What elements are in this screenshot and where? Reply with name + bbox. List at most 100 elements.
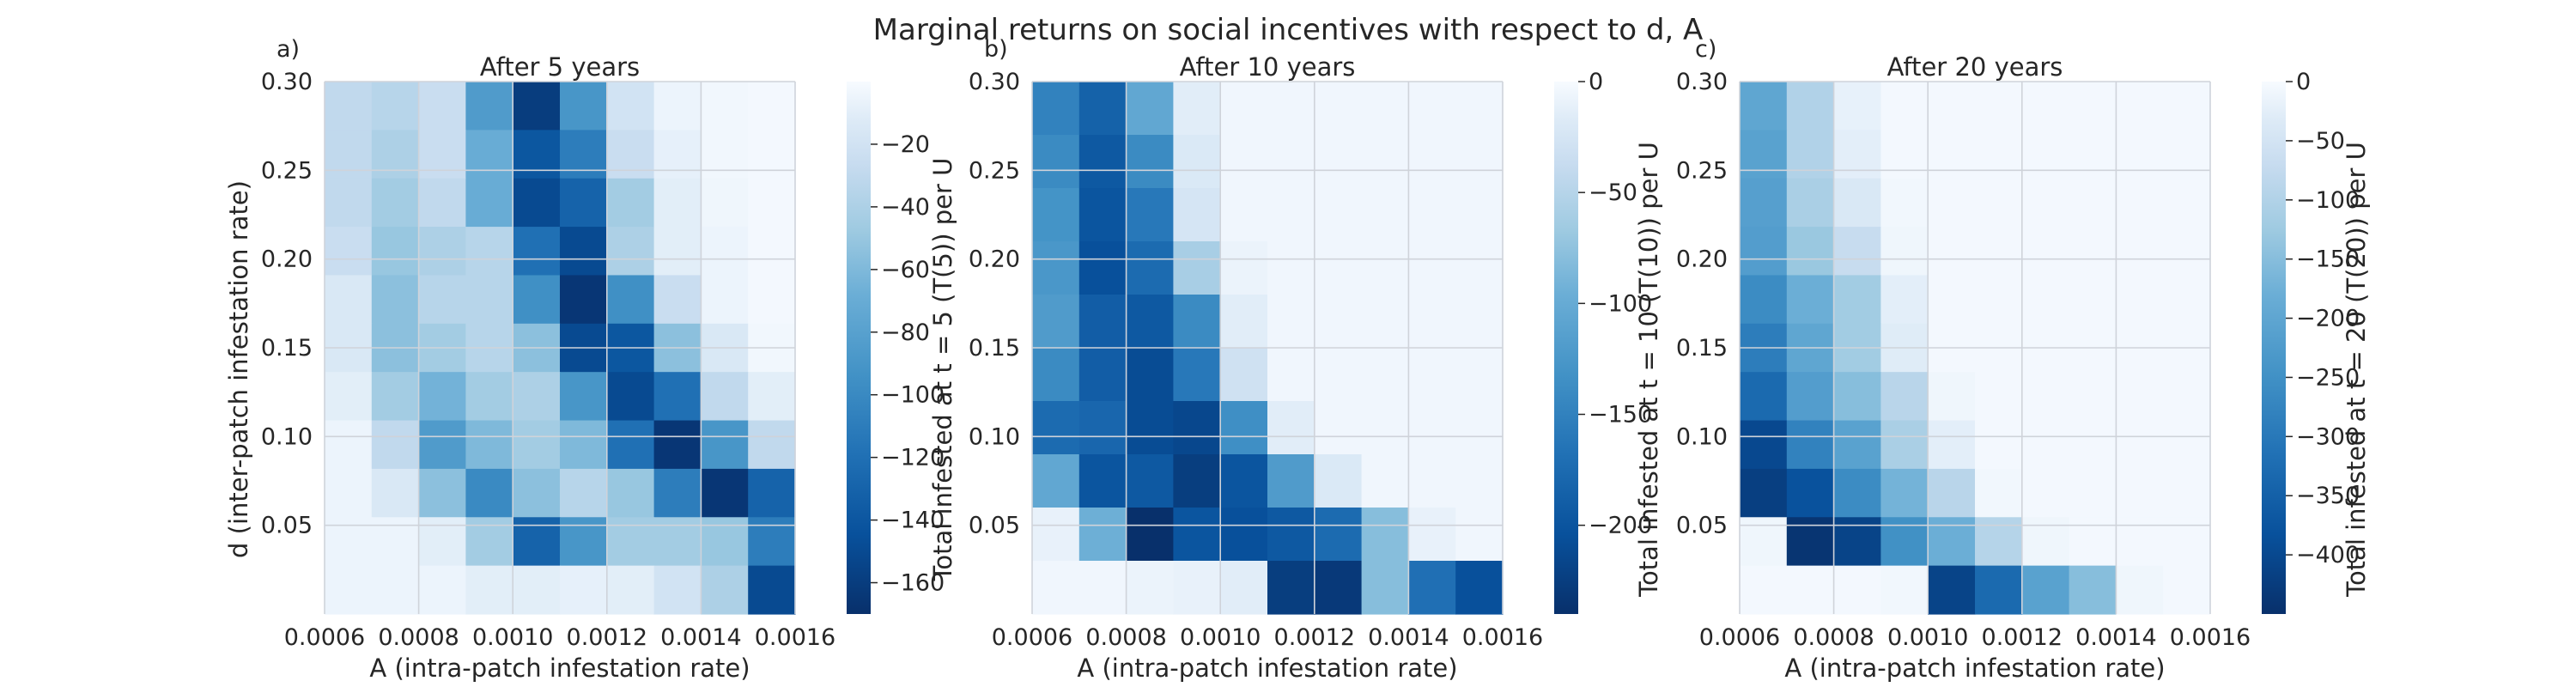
heatmap-cell — [701, 178, 749, 228]
heatmap-cell — [1078, 241, 1127, 295]
panel-b-x-axis-label: A (intra-patch infestation rate) — [1077, 654, 1457, 683]
heatmap-cell — [2116, 517, 2164, 567]
y-tick-label: 0.30 — [1676, 69, 1728, 95]
heatmap-cell — [748, 517, 796, 567]
heatmap-cell — [1833, 227, 1881, 277]
panel-c-colorbar: 0 −50 −100 −150 −200 −250 −300 −350 −400 — [2262, 69, 2360, 614]
heatmap-cell — [418, 517, 466, 567]
heatmap-cell — [1880, 82, 1929, 131]
heatmap-cell — [701, 468, 749, 518]
heatmap-cell — [1408, 241, 1456, 295]
heatmap-cell — [513, 565, 561, 615]
heatmap-cell — [513, 227, 561, 277]
heatmap-cell — [560, 82, 608, 131]
heatmap-cell — [653, 178, 702, 228]
heatmap-cell — [1267, 401, 1315, 455]
panel-a-label: a) — [276, 36, 300, 63]
heatmap-cell — [1408, 295, 1456, 349]
y-tick-label: 0.25 — [261, 157, 313, 184]
heatmap-cell — [653, 130, 702, 179]
heatmap-cell — [653, 372, 702, 422]
heatmap-cell — [748, 420, 796, 470]
x-tick-label: 0.0016 — [2170, 624, 2251, 651]
x-tick-label: 0.0010 — [1180, 624, 1261, 651]
heatmap-cell — [1455, 241, 1504, 295]
heatmap-cell — [1786, 372, 1835, 422]
heatmap-cell — [1267, 135, 1315, 189]
heatmap-cell — [653, 275, 702, 325]
heatmap-cell — [1220, 561, 1268, 615]
y-tick-label: 0.20 — [969, 246, 1020, 273]
x-tick-label: 0.0006 — [992, 624, 1072, 651]
heatmap-cell — [1408, 454, 1456, 508]
heatmap-cell — [748, 130, 796, 179]
heatmap-cell — [606, 468, 655, 518]
heatmap-cell — [1928, 130, 1976, 179]
panel-c-heatmap: 0.0006 0.0008 0.0010 0.0012 0.0014 0.0016 0.05… — [1676, 69, 2251, 651]
y-tick-label: 0.20 — [1676, 246, 1728, 273]
panel-c-title: After 20 years — [1887, 52, 2063, 82]
heatmap-cell — [1220, 401, 1268, 455]
heatmap-cell — [560, 420, 608, 470]
heatmap-cell — [1740, 227, 1788, 277]
y-tick-label: 0.10 — [1676, 423, 1728, 450]
heatmap-cell — [1975, 565, 2023, 615]
heatmap-cell — [371, 130, 420, 179]
heatmap-cell — [1928, 82, 1976, 131]
heatmap-cell — [371, 565, 420, 615]
heatmap-cell — [2116, 565, 2164, 615]
heatmap-cell — [560, 275, 608, 325]
heatmap-cell — [606, 517, 655, 567]
heatmap-cell — [1786, 420, 1835, 470]
heatmap-cell — [1975, 227, 2023, 277]
heatmap-cell — [2069, 130, 2117, 179]
panel-c-x-axis-label: A (intra-patch infestation rate) — [1784, 654, 2165, 683]
heatmap-cell — [1173, 135, 1221, 189]
heatmap-cell — [606, 565, 655, 615]
heatmap-cell — [465, 130, 513, 179]
colorbar-tick-label: −20 — [881, 131, 930, 158]
panel-c-label: c) — [1695, 36, 1716, 63]
heatmap-cell — [1032, 401, 1080, 455]
heatmap-cell — [513, 178, 561, 228]
heatmap-cell — [1975, 468, 2023, 518]
heatmap-cell — [748, 275, 796, 325]
heatmap-cell — [1786, 82, 1835, 131]
heatmap-cell — [560, 130, 608, 179]
heatmap-cell — [1928, 565, 1976, 615]
colorbar-gradient — [2262, 82, 2286, 614]
heatmap-cell — [1173, 82, 1221, 136]
heatmap-cell — [1975, 372, 2023, 422]
heatmap-cell — [418, 82, 466, 131]
heatmap-cell — [701, 82, 749, 131]
heatmap-cell — [1740, 565, 1788, 615]
heatmap-cell — [1833, 468, 1881, 518]
colorbar-tick-label: −60 — [881, 257, 930, 283]
heatmap-cell — [371, 178, 420, 228]
heatmap-cell — [748, 178, 796, 228]
heatmap-cell — [465, 517, 513, 567]
heatmap-cell — [1314, 295, 1363, 349]
heatmap-cell — [1880, 517, 1929, 567]
heatmap-cell — [371, 420, 420, 470]
heatmap-cell — [701, 130, 749, 179]
heatmap-cell — [701, 275, 749, 325]
heatmap-cell — [1267, 561, 1315, 615]
heatmap-cell — [513, 372, 561, 422]
heatmap-cell — [1314, 82, 1363, 136]
heatmap-cell — [2116, 82, 2164, 131]
heatmap-cell — [325, 517, 373, 567]
heatmap-cell — [1880, 468, 1929, 518]
heatmap-cell — [1126, 295, 1174, 349]
heatmap-cell — [1833, 517, 1881, 567]
heatmap-cell — [513, 130, 561, 179]
heatmap-cell — [2069, 372, 2117, 422]
heatmap-cell — [1833, 372, 1881, 422]
heatmap-cell — [1786, 468, 1835, 518]
heatmap-cell — [1032, 295, 1080, 349]
heatmap-cell — [2021, 468, 2070, 518]
panel-c-y-axis-label: Total infested at t = 20 (T(20)) per U — [2342, 142, 2371, 598]
heatmap-cell — [1126, 401, 1174, 455]
heatmap-cell — [1267, 508, 1315, 562]
